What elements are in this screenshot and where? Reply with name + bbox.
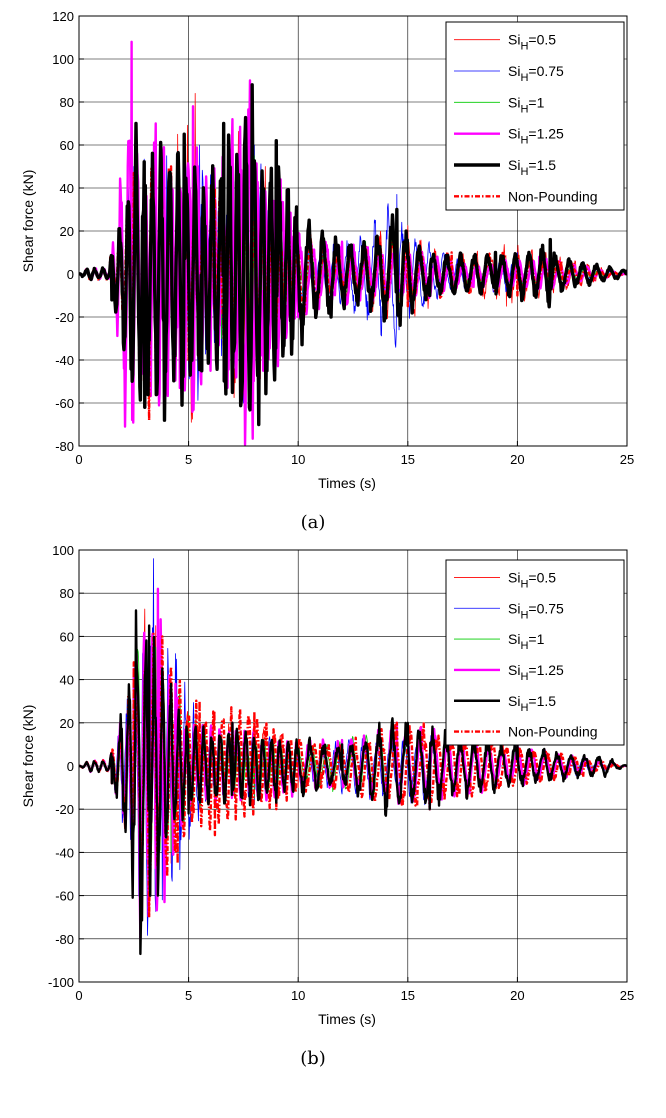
chart1-ytick-label: 80 — [60, 95, 74, 110]
chart2-legend: SiH=0.5 SiH=0.75 SiH=1 SiH=1.25 SiH=1.5 Non-P… — [445, 559, 625, 746]
chart2-ytick-label: 20 — [60, 716, 74, 731]
chart2-y-axis-label: Shear force (kN) — [20, 705, 36, 808]
chart1-ytick-label: 120 — [52, 9, 74, 24]
chart2-legend-label-3: SiH=1.25 — [508, 662, 564, 683]
chart1-series-group — [79, 40, 627, 446]
chart2-xtick-label: 5 — [185, 988, 192, 1003]
chart2-ytick-label: -60 — [55, 889, 74, 904]
chart1-x-axis-label: Times (s) — [318, 475, 376, 491]
chart1-legend-label-4: SiH=1.5 — [508, 157, 556, 178]
chart2-ytick-label: -80 — [55, 932, 74, 947]
chart2-series-group — [79, 558, 627, 956]
chart2-ytick-label: 0 — [67, 759, 74, 774]
chart1-y-axis-label: Shear force (kN) — [20, 170, 36, 273]
chart-panel-a: 0 5 10 15 20 25 -80 -60 -40 -20 0 20 40 60 80 100 120 Tim… — [20, 9, 634, 533]
chart1-ytick-label: 40 — [60, 181, 74, 196]
chart1-ytick-label: -60 — [55, 396, 74, 411]
chart2-xtick-label: 10 — [291, 988, 305, 1003]
chart2-ytick-label: -40 — [55, 845, 74, 860]
chart1-series-4-line — [79, 83, 627, 427]
chart2-legend-label-0: SiH=0.5 — [508, 569, 556, 590]
chart1-xtick-label: 25 — [620, 452, 634, 467]
chart2-ytick-label: 80 — [60, 586, 74, 601]
chart1-legend: SiH=0.5 SiH=0.75 SiH=1 SiH=1.25 SiH=1.5 Non-P… — [445, 21, 625, 211]
chart1-ytick-label: 100 — [52, 52, 74, 67]
chart2-ytick-label: 40 — [60, 673, 74, 688]
chart1-legend-box — [445, 21, 625, 211]
chart1-xtick-label: 15 — [401, 452, 415, 467]
chart1-legend-label-0: SiH=0.5 — [508, 32, 556, 53]
chart1-ytick-label: -80 — [55, 439, 74, 454]
chart2-ytick-label: -100 — [48, 975, 74, 990]
chart1-ytick-label: 20 — [60, 224, 74, 239]
chart1-xtick-label: 20 — [510, 452, 524, 467]
chart2-xtick-label: 0 — [75, 988, 82, 1003]
chart1-caption: (a) — [301, 512, 326, 533]
chart1-legend-label-3: SiH=1.25 — [508, 126, 564, 147]
chart2-ytick-label: 100 — [52, 543, 74, 558]
chart1-ytick-label: 60 — [60, 138, 74, 153]
chart2-ytick-label: -20 — [55, 802, 74, 817]
chart1-xtick-label: 10 — [291, 452, 305, 467]
chart2-caption: (b) — [300, 1048, 326, 1069]
chart2-legend-label-1: SiH=0.75 — [508, 600, 564, 621]
chart2-xtick-label: 15 — [401, 988, 415, 1003]
chart2-legend-box — [445, 559, 625, 746]
chart1-legend-label-2: SiH=1 — [508, 94, 545, 115]
chart2-series-4-line — [79, 609, 627, 956]
chart2-x-axis-label: Times (s) — [318, 1011, 376, 1027]
chart2-xtick-label: 25 — [620, 988, 634, 1003]
chart1-xtick-label: 0 — [75, 452, 82, 467]
chart1-legend-label-5: Non-Pounding — [508, 188, 598, 204]
chart1-ytick-label: 0 — [67, 267, 74, 282]
chart2-legend-label-4: SiH=1.5 — [508, 693, 556, 714]
chart1-ytick-label: -20 — [55, 310, 74, 325]
chart2-legend-label-5: Non-Pounding — [508, 724, 598, 740]
chart2-xtick-label: 20 — [510, 988, 524, 1003]
chart1-legend-label-1: SiH=0.75 — [508, 63, 564, 84]
chart1-xtick-label: 5 — [185, 452, 192, 467]
chart1-ytick-label: -40 — [55, 353, 74, 368]
chart2-legend-label-2: SiH=1 — [508, 631, 545, 652]
chart-panel-b: 0 5 10 15 20 25 -100 -80 -60 -40 -20 0 20 40 60 80 100 Ti… — [20, 543, 634, 1069]
chart2-ytick-label: 60 — [60, 629, 74, 644]
